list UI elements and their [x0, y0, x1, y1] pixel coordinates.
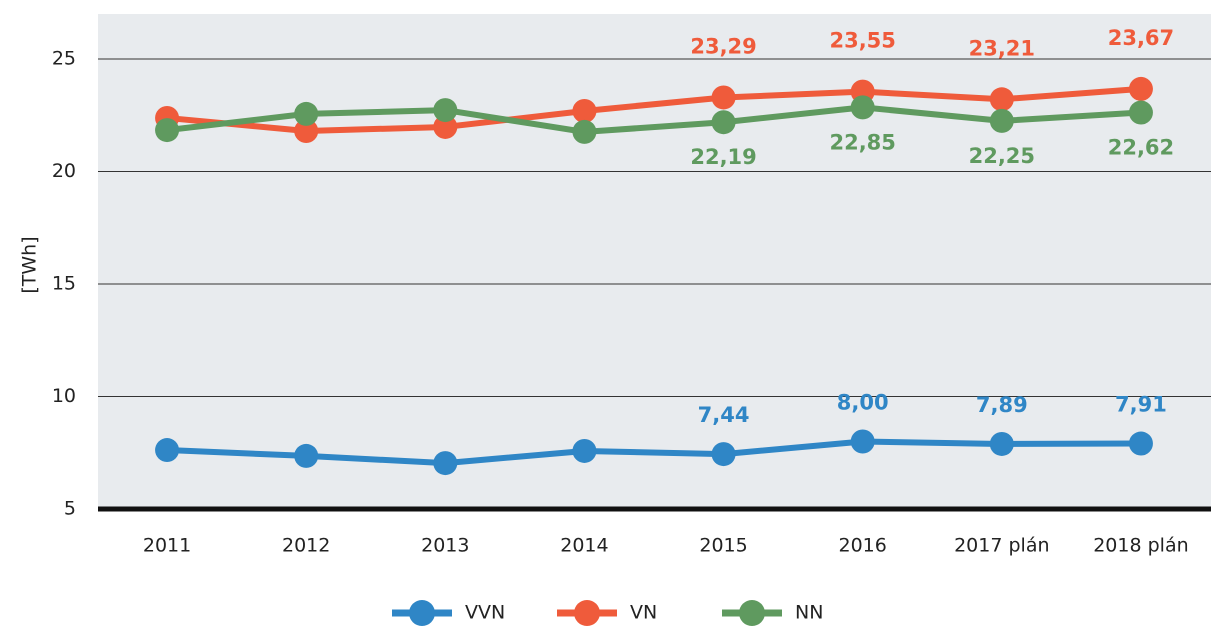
legend-label: VN	[630, 602, 657, 624]
x-tick-label: 2016	[839, 535, 887, 557]
series-line	[166, 85, 1142, 134]
x-tick-label: 2015	[699, 535, 747, 557]
point	[433, 114, 458, 139]
x-tick-label: 2011	[143, 535, 191, 557]
value-label: 22,25	[969, 144, 1035, 168]
legend-label: VVN	[465, 602, 505, 624]
x-tick-label: 2017 plán	[954, 535, 1049, 557]
x-tick-label: 2014	[560, 535, 608, 557]
point	[1128, 100, 1153, 125]
point	[989, 431, 1014, 456]
legend-marker	[739, 600, 765, 626]
value-label: 22,19	[690, 145, 756, 169]
point	[850, 429, 875, 454]
value-label: 23,55	[829, 29, 895, 53]
point	[433, 451, 458, 476]
point	[572, 98, 597, 123]
value-label: 7,91	[1115, 393, 1167, 417]
value-label: 23,67	[1108, 26, 1174, 50]
point	[711, 85, 736, 110]
value-label: 8,00	[837, 391, 889, 415]
x-tick-label: 2012	[282, 535, 330, 557]
y-tick-label: 25	[52, 48, 76, 70]
point	[155, 118, 180, 143]
point	[1128, 76, 1153, 101]
point	[989, 87, 1014, 112]
y-tick-label: 5	[64, 498, 76, 520]
value-label: 7,89	[976, 393, 1028, 417]
point	[294, 443, 319, 468]
value-label: 23,29	[690, 34, 756, 58]
point	[155, 438, 180, 463]
point	[850, 95, 875, 120]
legend-label: NN	[795, 602, 823, 624]
point	[433, 98, 458, 123]
value-label: 23,21	[969, 36, 1035, 60]
x-tick-label: 2013	[421, 535, 469, 557]
y-tick-label: 15	[52, 273, 76, 295]
series-line	[166, 438, 1141, 467]
point	[711, 442, 736, 467]
value-label: 22,85	[829, 130, 895, 154]
series-line	[166, 104, 1142, 135]
point	[989, 108, 1014, 133]
point	[711, 110, 736, 135]
value-label: 7,44	[698, 403, 750, 427]
legend-marker	[574, 600, 600, 626]
y-tick-label: 20	[52, 160, 76, 182]
point	[294, 101, 319, 126]
point	[572, 438, 597, 463]
value-label: 22,62	[1108, 136, 1174, 160]
y-axis-label: [TWh]	[19, 236, 41, 293]
legend-marker	[409, 600, 435, 626]
point	[1128, 431, 1153, 456]
point	[572, 119, 597, 144]
plot-area	[98, 14, 1211, 511]
y-tick-label: 10	[52, 385, 76, 407]
point	[294, 119, 319, 143]
x-tick-label: 2018 plán	[1093, 535, 1188, 557]
